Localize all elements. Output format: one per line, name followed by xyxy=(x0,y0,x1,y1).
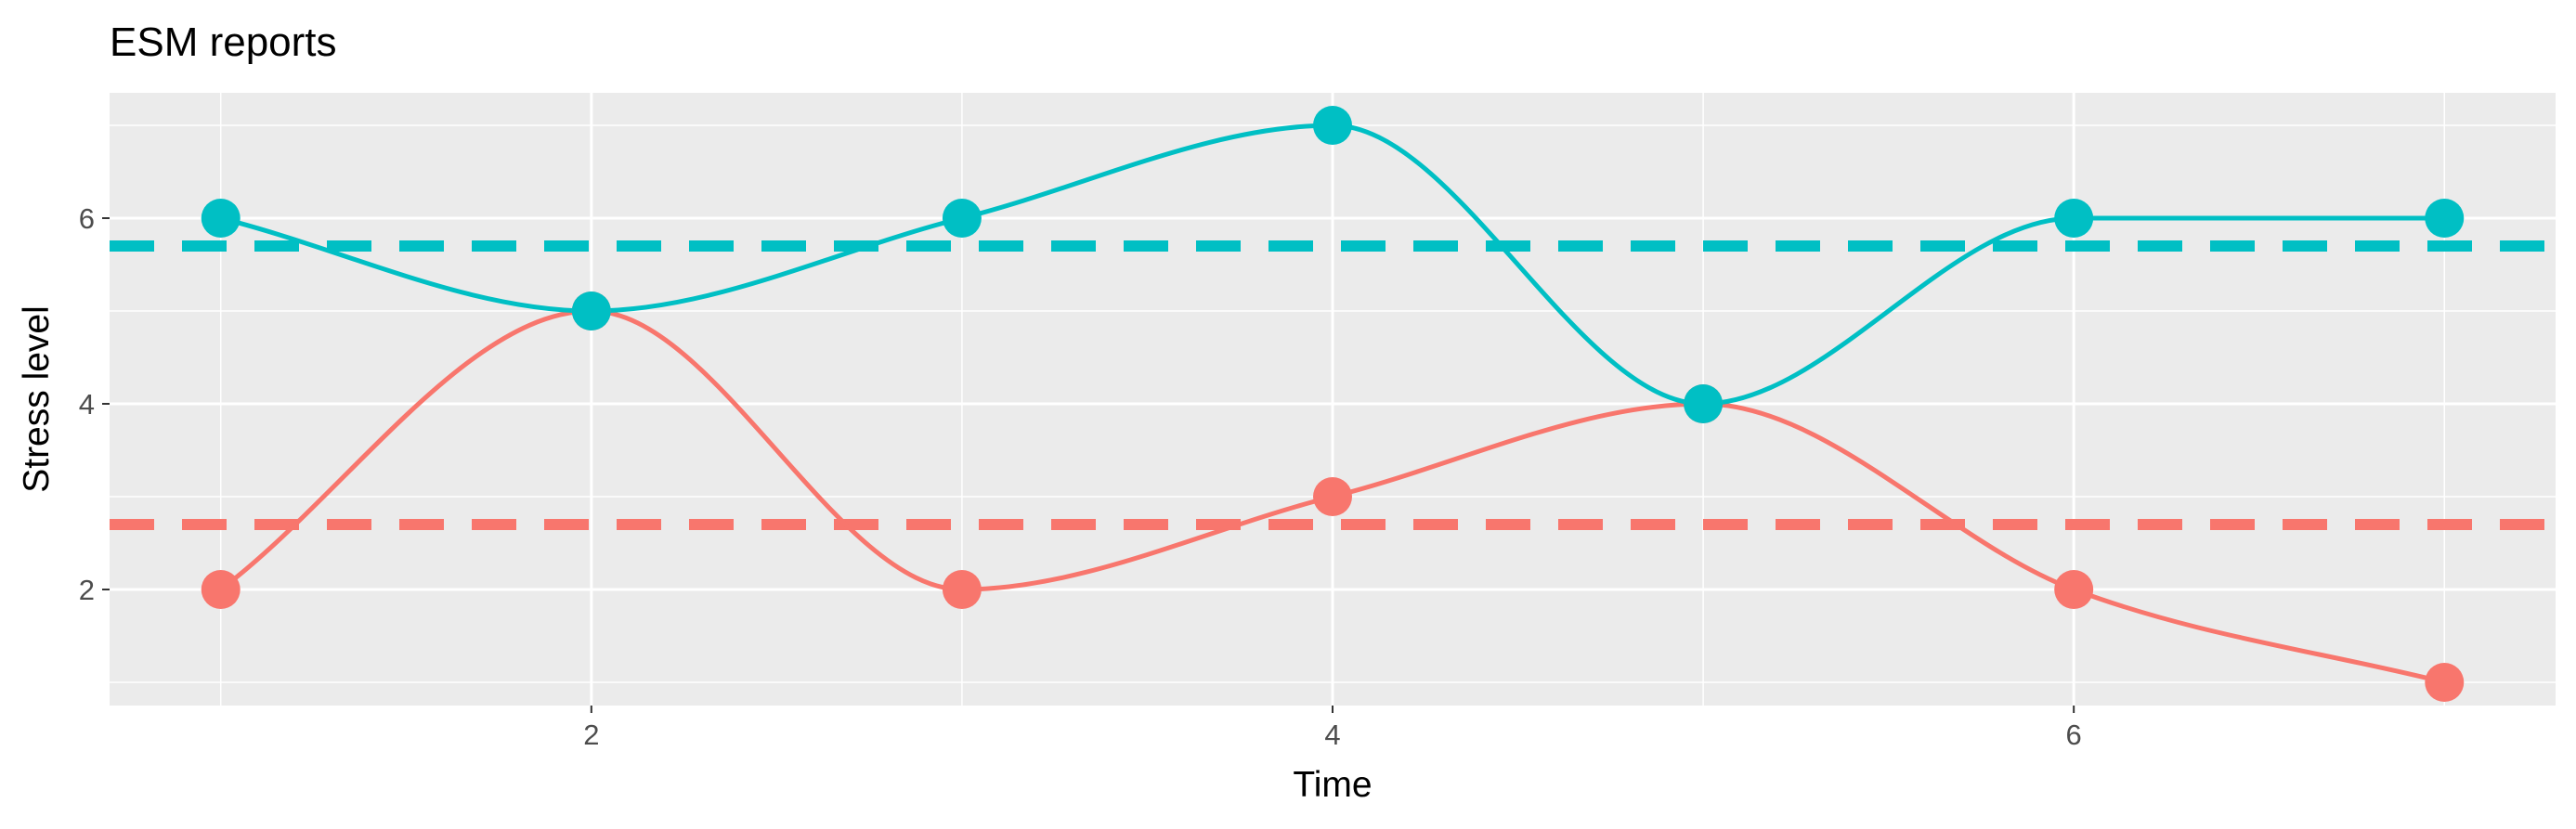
data-point-teal xyxy=(201,199,241,238)
chart-title: ESM reports xyxy=(110,19,337,65)
data-point-teal xyxy=(1684,384,1724,423)
data-point-red xyxy=(2425,663,2465,702)
data-point-teal xyxy=(1313,106,1352,145)
y-tick-label: 2 xyxy=(79,574,95,606)
x-tick-label: 6 xyxy=(2066,719,2082,751)
data-points xyxy=(201,106,2465,702)
y-tick-label: 4 xyxy=(79,388,95,421)
y-axis-ticks: 2 4 6 xyxy=(79,202,110,606)
data-point-teal xyxy=(2054,199,2094,238)
x-axis-ticks: 2 4 6 xyxy=(583,706,2082,751)
y-axis-label: Stress level xyxy=(17,305,57,493)
x-tick-label: 2 xyxy=(583,719,599,751)
data-point-teal xyxy=(942,199,982,238)
data-point-red xyxy=(942,570,982,609)
mean-lines xyxy=(110,240,2556,530)
data-point-teal xyxy=(2425,199,2465,238)
data-point-red xyxy=(2054,570,2094,609)
data-point-red xyxy=(201,570,241,609)
data-point-red xyxy=(1313,477,1352,516)
x-tick-label: 4 xyxy=(1324,719,1340,751)
y-tick-label: 6 xyxy=(79,202,95,235)
x-axis-label: Time xyxy=(1293,765,1372,805)
data-point-teal xyxy=(571,291,611,330)
